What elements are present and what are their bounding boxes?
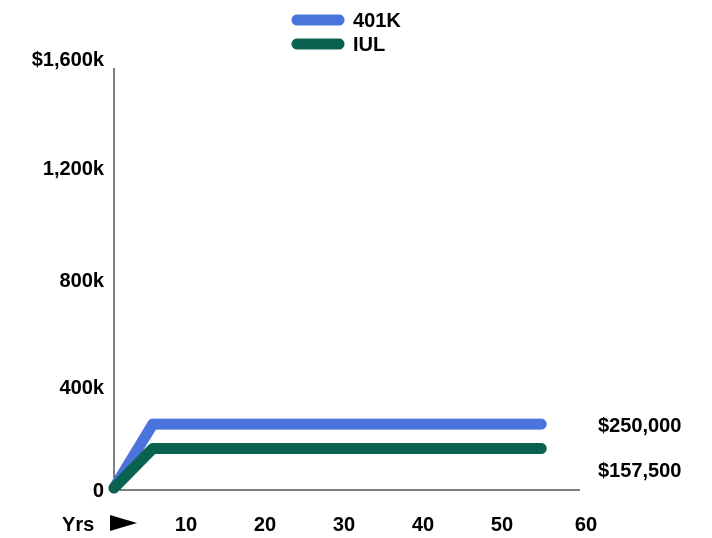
y-tick-label: $1,600k bbox=[32, 49, 105, 71]
x-tick-label: 60 bbox=[575, 514, 597, 536]
x-axis-title: Yrs bbox=[62, 514, 94, 536]
x-tick-label: 50 bbox=[491, 514, 513, 536]
y-axis: 0 400k 800k 1,200k $1,600k bbox=[32, 49, 115, 502]
end-labels: $250,000 $157,500 bbox=[598, 415, 681, 482]
right-arrow-icon bbox=[110, 515, 137, 531]
y-tick-label: 400k bbox=[60, 377, 105, 399]
legend-label-401k: 401K bbox=[353, 10, 401, 32]
x-tick-label: 10 bbox=[175, 514, 197, 536]
x-axis: Yrs 10 20 30 40 50 60 bbox=[62, 489, 597, 536]
series-layer bbox=[108, 418, 547, 494]
end-value-label-401k: $250,000 bbox=[598, 415, 681, 437]
y-tick-label: 800k bbox=[60, 270, 105, 292]
end-value-label-iul: $157,500 bbox=[598, 460, 681, 482]
x-tick-label: 20 bbox=[254, 514, 276, 536]
y-tick-label: 0 bbox=[93, 480, 104, 502]
legend-label-iul: IUL bbox=[353, 34, 385, 56]
x-tick-label: 30 bbox=[333, 514, 355, 536]
x-tick-label: 40 bbox=[412, 514, 434, 536]
series-line-iul bbox=[108, 443, 547, 494]
series-line-401k bbox=[108, 418, 547, 494]
y-tick-label: 1,200k bbox=[43, 158, 105, 180]
